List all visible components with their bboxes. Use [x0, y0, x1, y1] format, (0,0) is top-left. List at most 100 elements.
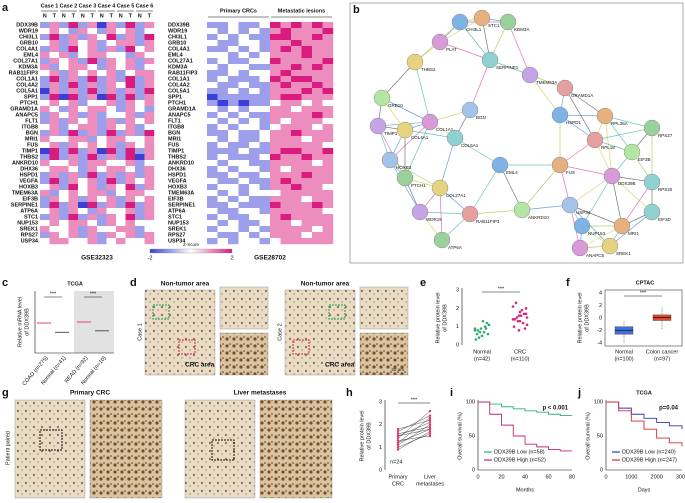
heatmap-cell — [322, 172, 334, 179]
node-label: DDX39B — [618, 181, 636, 186]
data-point — [515, 316, 519, 319]
heatmap-cell — [217, 94, 229, 101]
heatmap-cell — [322, 100, 334, 107]
heatmap-cell — [217, 88, 229, 95]
heatmap-cell — [125, 40, 136, 47]
heatmap-cell — [78, 82, 88, 89]
heatmap-cell — [59, 214, 69, 221]
heatmap-cell — [135, 184, 145, 191]
y-axis-label: Overall survival (%) — [585, 412, 591, 460]
heatmap-cell — [125, 148, 136, 155]
data-point — [525, 316, 529, 319]
network-node — [461, 205, 479, 223]
gene-label: GRAMD1A — [168, 106, 196, 112]
heatmap-cell — [280, 208, 292, 215]
heatmap-cell — [135, 130, 145, 137]
heatmap-cell — [125, 196, 136, 203]
legend-label: DDX39B High (n=247) — [622, 457, 677, 463]
heatmap-cell — [97, 232, 107, 239]
zscore-bar — [149, 248, 233, 254]
heatmap-cell — [238, 118, 250, 125]
heatmap-cell — [97, 124, 107, 131]
heatmap-cell — [144, 238, 155, 245]
heatmap-cell — [270, 196, 281, 203]
heatmap-cell — [40, 82, 50, 89]
heatmap-cell — [87, 136, 98, 143]
gene-label: SERPINE1 — [168, 202, 195, 208]
area-label: CRC area — [185, 362, 215, 369]
heatmap-cell — [59, 106, 69, 113]
heatmap-cell — [144, 100, 155, 107]
heatmap-cell — [49, 64, 60, 71]
heatmap-cell — [144, 160, 155, 167]
heatmap-cell — [97, 22, 107, 29]
heatmap-cell — [301, 52, 313, 59]
heatmap-cell — [59, 52, 69, 59]
heatmap-cell — [59, 88, 69, 95]
heatmap-cell — [144, 154, 155, 161]
network-edge — [521, 164, 561, 211]
heatmap-cell — [144, 202, 155, 209]
heatmap-cell — [322, 214, 334, 221]
network-edge — [439, 41, 491, 61]
node-label: COL4A1 — [411, 135, 429, 140]
heatmap-cell — [249, 46, 260, 53]
heatmap-cell — [280, 214, 292, 221]
gene-label: HOXB3 — [19, 184, 38, 190]
case-label: Case 1 — [41, 3, 59, 9]
heatmap-cell — [312, 208, 323, 215]
legend-label: DDX39B Low (n=240) — [622, 449, 676, 455]
heatmap-cell — [291, 112, 302, 119]
network-node — [573, 217, 591, 235]
heatmap-cell — [259, 238, 271, 245]
node-label: BGN — [476, 115, 486, 120]
heatmap-cell — [49, 52, 60, 59]
heatmap-cell — [116, 160, 126, 167]
network-edge — [389, 121, 431, 161]
x-tick-label: Colon cancer — [646, 349, 679, 355]
p-value: p=0.04 — [659, 406, 679, 412]
heatmap-cell — [270, 64, 281, 71]
section-title: Liver metastases — [234, 390, 287, 397]
y-tick-label: 1 — [379, 445, 382, 451]
heatmap-cell — [291, 214, 302, 221]
heatmap-cell — [249, 100, 260, 107]
micrograph — [89, 399, 163, 499]
network-node — [373, 89, 391, 107]
heatmap-cell — [217, 172, 229, 179]
heatmap-cell — [228, 238, 239, 245]
heatmap-cell — [322, 124, 334, 131]
heatmap-cell — [312, 76, 323, 83]
heatmap-cell — [68, 58, 79, 65]
heatmap-cell — [207, 112, 218, 119]
heatmap-cell — [238, 130, 250, 137]
heatmap-cell — [116, 22, 126, 29]
heatmap-cell — [106, 52, 117, 59]
heatmap-cell — [228, 196, 239, 203]
heatmap-cell — [68, 178, 79, 185]
heatmap-cell — [301, 184, 313, 191]
heatmap-cell — [270, 190, 281, 197]
network-node — [556, 79, 574, 97]
heatmap-cell — [270, 172, 281, 179]
heatmap-cell — [249, 34, 260, 41]
heatmap-cell — [106, 22, 117, 29]
heatmap-cell — [207, 82, 218, 89]
heatmap-cell — [228, 130, 239, 137]
heatmap-cell — [217, 214, 229, 221]
heatmap-cell — [125, 232, 136, 239]
data-point — [428, 409, 432, 413]
sample-type-label: N — [100, 13, 104, 19]
heatmap-cell — [301, 136, 313, 143]
gene-label: SPP1 — [24, 94, 38, 100]
heatmap-cell — [280, 52, 292, 59]
heatmap-cell — [68, 226, 79, 233]
heatmap-cell — [238, 148, 250, 155]
gene-label: COL4A2 — [168, 82, 190, 88]
heatmap-cell — [59, 100, 69, 107]
heatmap-cell — [217, 136, 229, 143]
network-node — [521, 66, 539, 84]
gene-label: FUS — [27, 142, 38, 148]
heatmap-cell — [135, 70, 145, 77]
